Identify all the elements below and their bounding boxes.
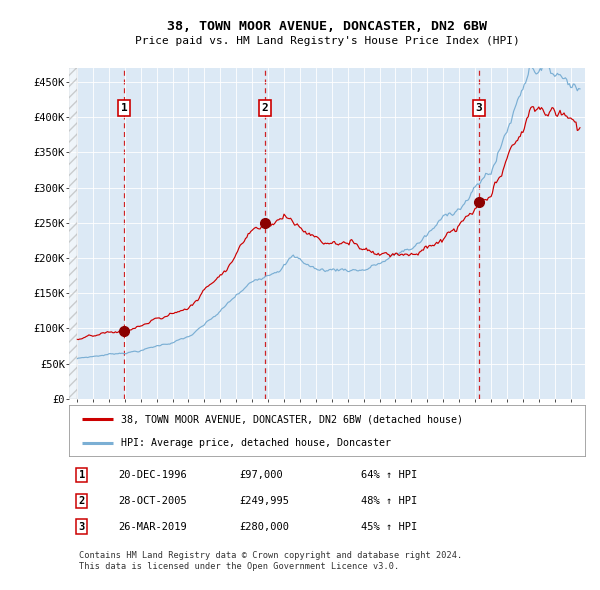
Text: 38, TOWN MOOR AVENUE, DONCASTER, DN2 6BW: 38, TOWN MOOR AVENUE, DONCASTER, DN2 6BW — [167, 20, 487, 33]
Text: 26-MAR-2019: 26-MAR-2019 — [118, 522, 187, 532]
Text: 1: 1 — [121, 103, 128, 113]
Text: £249,995: £249,995 — [239, 496, 289, 506]
Text: 2: 2 — [262, 103, 269, 113]
Text: 2: 2 — [79, 496, 85, 506]
Text: 45% ↑ HPI: 45% ↑ HPI — [361, 522, 417, 532]
Text: HPI: Average price, detached house, Doncaster: HPI: Average price, detached house, Donc… — [121, 438, 391, 448]
Text: 38, TOWN MOOR AVENUE, DONCASTER, DN2 6BW (detached house): 38, TOWN MOOR AVENUE, DONCASTER, DN2 6BW… — [121, 414, 463, 424]
Text: 64% ↑ HPI: 64% ↑ HPI — [361, 470, 417, 480]
Text: £280,000: £280,000 — [239, 522, 289, 532]
Text: Price paid vs. HM Land Registry's House Price Index (HPI): Price paid vs. HM Land Registry's House … — [134, 37, 520, 46]
Text: 1: 1 — [79, 470, 85, 480]
Text: 48% ↑ HPI: 48% ↑ HPI — [361, 496, 417, 506]
Text: £97,000: £97,000 — [239, 470, 283, 480]
Text: 3: 3 — [475, 103, 482, 113]
Text: 28-OCT-2005: 28-OCT-2005 — [118, 496, 187, 506]
Text: 3: 3 — [79, 522, 85, 532]
Text: Contains HM Land Registry data © Crown copyright and database right 2024.
This d: Contains HM Land Registry data © Crown c… — [79, 552, 463, 571]
Text: 20-DEC-1996: 20-DEC-1996 — [118, 470, 187, 480]
